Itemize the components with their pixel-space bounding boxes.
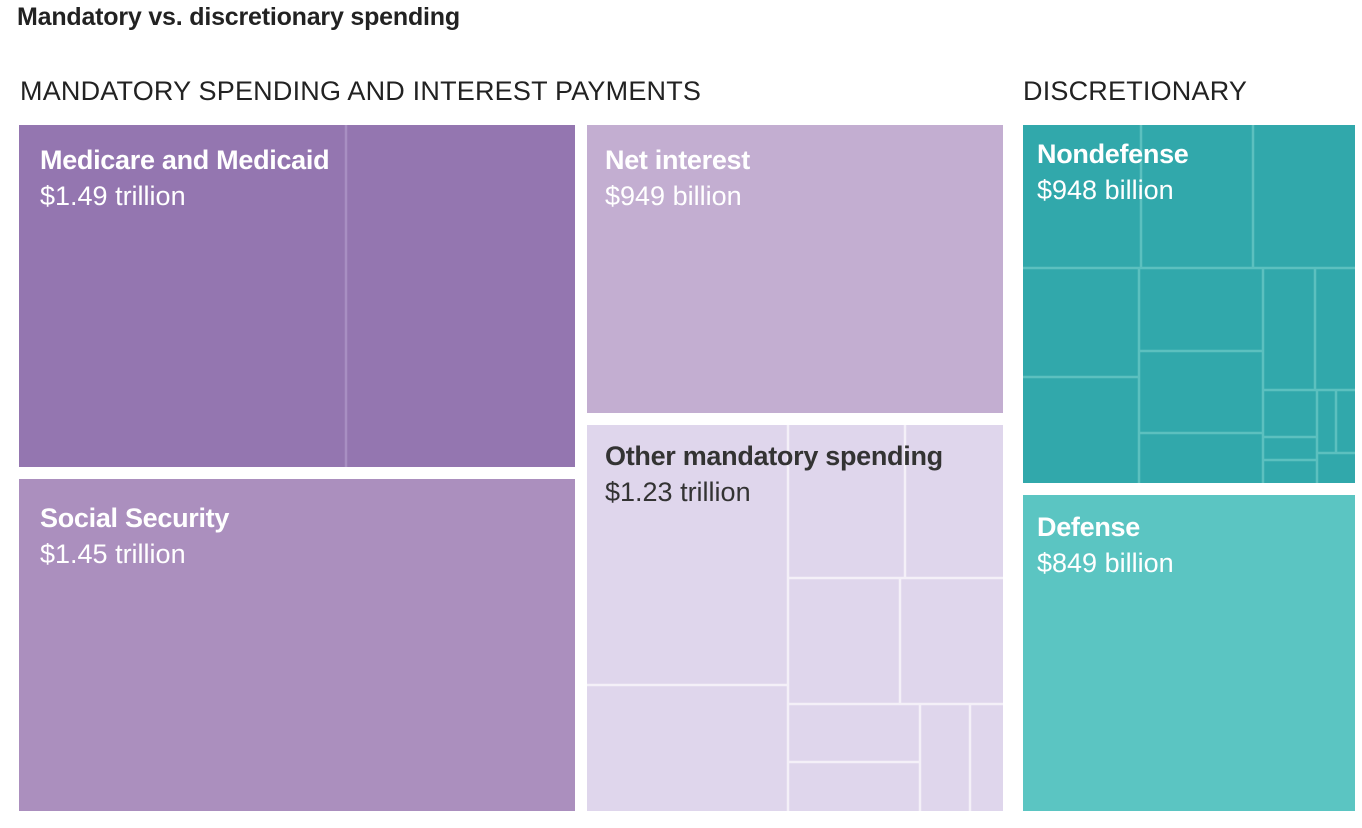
tile-defense <box>1023 495 1355 811</box>
tile-net-interest <box>587 125 1003 413</box>
section-label-mandatory: MANDATORY SPENDING AND INTEREST PAYMENTS <box>20 76 702 106</box>
tile-value-other-mandatory: $1.23 trillion <box>605 477 751 507</box>
tile-social-security <box>19 479 575 811</box>
tile-other-mandatory <box>587 425 1003 811</box>
tile-label-other-mandatory: Other mandatory spending <box>605 441 943 471</box>
tile-label-medicare-medicaid: Medicare and Medicaid <box>40 145 330 175</box>
tile-value-medicare-medicaid: $1.49 trillion <box>40 181 186 211</box>
tile-value-social-security: $1.45 trillion <box>40 539 186 569</box>
section-label-discretionary: DISCRETIONARY <box>1023 76 1248 106</box>
tile-label-nondefense: Nondefense <box>1037 139 1189 169</box>
tile-label-social-security: Social Security <box>40 503 230 533</box>
tile-value-net-interest: $949 billion <box>605 181 742 211</box>
tile-label-defense: Defense <box>1037 512 1140 542</box>
tile-medicare-medicaid <box>19 125 575 467</box>
tile-value-nondefense: $948 billion <box>1037 175 1174 205</box>
tile-label-net-interest: Net interest <box>605 145 750 175</box>
tile-nondefense <box>1023 125 1355 483</box>
chart-title: Mandatory vs. discretionary spending <box>17 3 460 31</box>
tile-value-defense: $849 billion <box>1037 548 1174 578</box>
